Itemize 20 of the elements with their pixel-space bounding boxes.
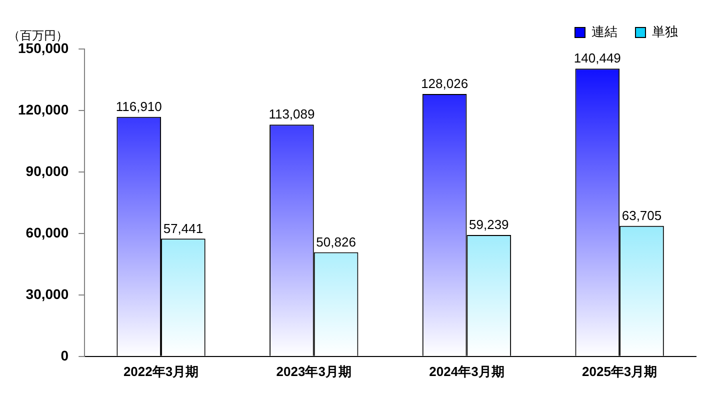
y-tick-label: 90,000 (26, 162, 69, 179)
data-label: 128,026 (421, 76, 468, 92)
data-label: 63,705 (622, 208, 662, 223)
x-tick-label: 2023年3月期 (276, 364, 352, 379)
y-axis-title: （百万円） (8, 28, 68, 42)
data-label: 113,089 (268, 106, 315, 122)
y-tick-label: 60,000 (26, 224, 69, 240)
legend-label: 単独 (652, 24, 678, 40)
legend-label: 連結 (592, 24, 618, 40)
data-label: 57,441 (163, 220, 204, 236)
y-tick-label: 30,000 (26, 286, 69, 302)
data-label: 50,826 (316, 234, 356, 250)
x-tick-label: 2024年3月期 (429, 364, 504, 379)
y-tick-label: 0 (60, 347, 69, 364)
data-label: 116,910 (116, 98, 162, 114)
data-label: 140,449 (574, 50, 621, 66)
x-tick-label: 2022年3月期 (123, 364, 199, 379)
x-tick-label: 2025年3月期 (582, 364, 658, 379)
data-label: 59,239 (469, 217, 509, 232)
y-tick-label: 120,000 (18, 101, 69, 118)
